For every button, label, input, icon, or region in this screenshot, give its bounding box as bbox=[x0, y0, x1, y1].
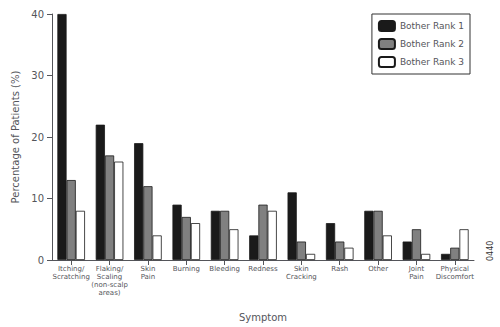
svg-text:Discomfort: Discomfort bbox=[436, 273, 475, 281]
svg-text:Scaling: Scaling bbox=[97, 273, 122, 281]
svg-text:0440: 0440 bbox=[486, 241, 495, 261]
svg-text:Bother Rank 2: Bother Rank 2 bbox=[400, 39, 464, 49]
svg-text:Joint: Joint bbox=[408, 265, 425, 273]
svg-text:0: 0 bbox=[38, 255, 44, 266]
svg-text:Bother Rank 3: Bother Rank 3 bbox=[400, 57, 464, 67]
svg-text:areas): areas) bbox=[99, 289, 121, 297]
svg-text:Pain: Pain bbox=[409, 273, 424, 281]
svg-text:Itching/: Itching/ bbox=[58, 265, 85, 273]
svg-text:Pain: Pain bbox=[141, 273, 156, 281]
svg-text:10: 10 bbox=[31, 193, 44, 204]
svg-text:Other: Other bbox=[368, 265, 388, 273]
svg-text:(non-scalp: (non-scalp bbox=[91, 281, 128, 289]
svg-text:Percentage of Patients (%): Percentage of Patients (%) bbox=[10, 71, 21, 204]
svg-text:Cracking: Cracking bbox=[286, 273, 317, 281]
svg-text:Redness: Redness bbox=[248, 265, 278, 273]
svg-text:Flaking/: Flaking/ bbox=[96, 265, 124, 273]
svg-text:Bother Rank 1: Bother Rank 1 bbox=[400, 21, 464, 31]
svg-text:Skin: Skin bbox=[140, 265, 155, 273]
svg-text:Burning: Burning bbox=[173, 265, 200, 273]
svg-text:Symptom: Symptom bbox=[239, 312, 287, 323]
svg-text:Rash: Rash bbox=[331, 265, 348, 273]
svg-text:20: 20 bbox=[31, 132, 44, 143]
svg-text:30: 30 bbox=[31, 70, 44, 81]
svg-text:40: 40 bbox=[31, 9, 44, 20]
svg-text:Bleeding: Bleeding bbox=[209, 265, 240, 273]
svg-text:Skin: Skin bbox=[294, 265, 309, 273]
svg-text:Scratching: Scratching bbox=[53, 273, 90, 281]
svg-text:Physical: Physical bbox=[441, 265, 470, 273]
